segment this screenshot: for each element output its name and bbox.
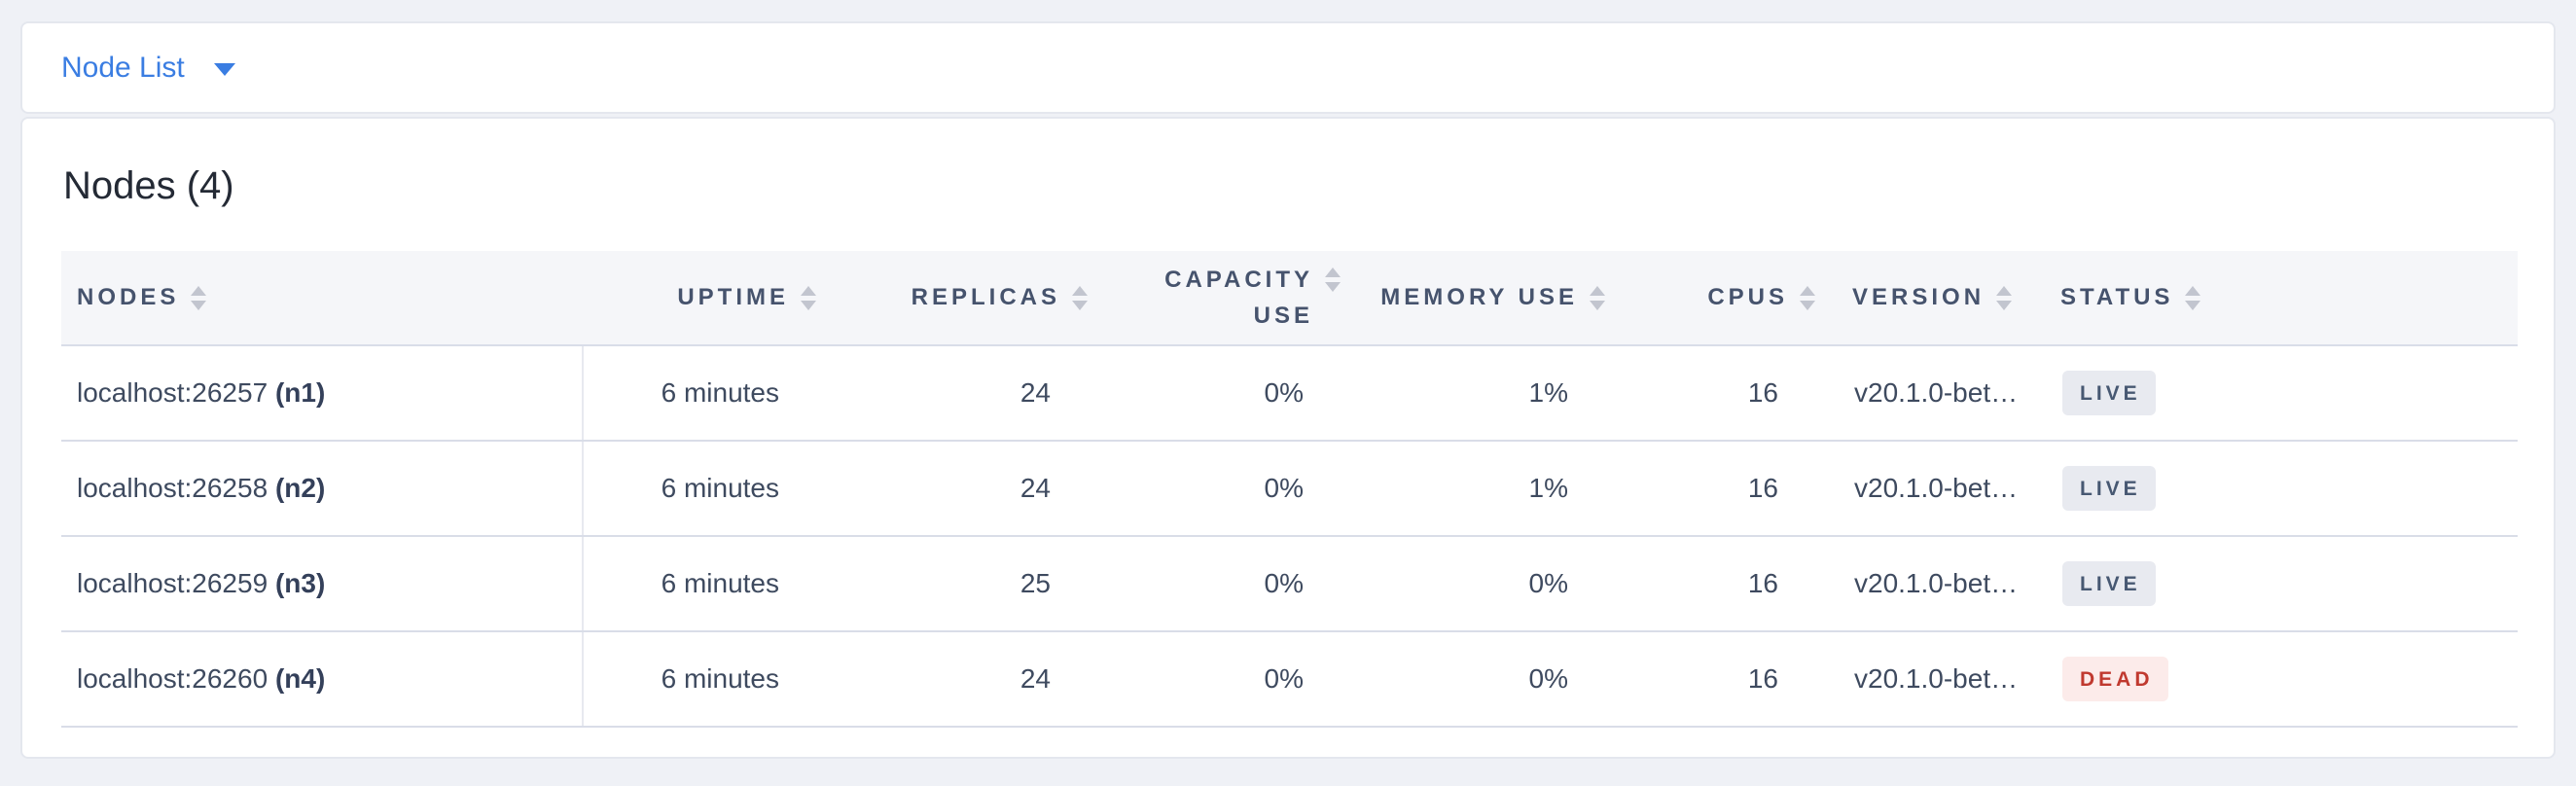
sort-icon[interactable] — [2185, 285, 2201, 310]
column-header-replicas[interactable]: REPLICAS — [822, 251, 1093, 346]
memory-use-cell: 0% — [1346, 631, 1611, 728]
table-row[interactable]: localhost:26257 (n1) 6 minutes 24 0% 1% … — [61, 345, 2518, 442]
sort-icon[interactable] — [1072, 285, 1088, 310]
node-address-cell[interactable]: localhost:26258 (n2) — [61, 441, 584, 537]
capacity-use-cell: 0% — [1093, 631, 1346, 728]
node-address-cell[interactable]: localhost:26259 (n3) — [61, 536, 584, 632]
caret-down-icon — [213, 63, 235, 76]
sort-icon[interactable] — [1996, 285, 2013, 310]
version-cell: v20.1.0-bet… — [1821, 536, 2055, 632]
status-badge: LIVE — [2062, 466, 2156, 511]
sort-icon[interactable] — [1325, 267, 1341, 292]
node-id: (n4) — [274, 663, 326, 694]
uptime-cell: 6 minutes — [583, 345, 822, 442]
node-address-cell[interactable]: localhost:26260 (n4) — [61, 631, 584, 728]
table-row[interactable]: localhost:26258 (n2) 6 minutes 24 0% 1% … — [61, 441, 2518, 537]
view-selector-bar: Node List — [20, 21, 2556, 114]
page-title: Nodes (4) — [63, 164, 234, 207]
nodes-table: NODES UPTIME REPLICAS CAPACITY USE MEMOR… — [61, 251, 2518, 728]
status-badge: DEAD — [2062, 657, 2168, 701]
memory-use-cell: 1% — [1346, 441, 1611, 537]
status-cell: LIVE — [2055, 536, 2518, 632]
capacity-use-cell: 0% — [1093, 441, 1346, 537]
replicas-cell: 25 — [822, 536, 1093, 632]
status-cell: DEAD — [2055, 631, 2518, 728]
column-header-uptime[interactable]: UPTIME — [583, 251, 822, 346]
version-cell: v20.1.0-bet… — [1821, 631, 2055, 728]
node-id: (n1) — [274, 377, 326, 408]
memory-use-cell: 1% — [1346, 345, 1611, 442]
node-list-dropdown-label: Node List — [61, 51, 185, 84]
table-row[interactable]: localhost:26260 (n4) 6 minutes 24 0% 0% … — [61, 631, 2518, 728]
sort-icon[interactable] — [1590, 285, 1605, 310]
capacity-use-cell: 0% — [1093, 536, 1346, 632]
cpus-cell: 16 — [1611, 631, 1821, 728]
uptime-cell: 6 minutes — [583, 441, 822, 537]
table-row[interactable]: localhost:26259 (n3) 6 minutes 25 0% 0% … — [61, 536, 2518, 632]
column-header-capacity-use[interactable]: CAPACITY USE — [1093, 251, 1346, 346]
sort-icon[interactable] — [191, 285, 207, 310]
uptime-cell: 6 minutes — [583, 631, 822, 728]
node-id: (n2) — [274, 473, 326, 503]
sort-icon[interactable] — [1800, 285, 1815, 310]
status-badge: LIVE — [2062, 371, 2156, 415]
version-cell: v20.1.0-bet… — [1821, 441, 2055, 537]
cpus-cell: 16 — [1611, 536, 1821, 632]
column-header-nodes[interactable]: NODES — [61, 251, 583, 346]
node-id: (n3) — [274, 568, 326, 598]
status-badge: LIVE — [2062, 561, 2156, 606]
status-cell: LIVE — [2055, 345, 2518, 442]
cpus-cell: 16 — [1611, 441, 1821, 537]
column-header-version[interactable]: VERSION — [1821, 251, 2055, 346]
column-header-status[interactable]: STATUS — [2055, 251, 2518, 346]
node-list-dropdown[interactable]: Node List — [61, 51, 235, 84]
table-header-row: NODES UPTIME REPLICAS CAPACITY USE MEMOR… — [61, 251, 2518, 346]
sort-icon[interactable] — [801, 285, 816, 310]
status-cell: LIVE — [2055, 441, 2518, 537]
replicas-cell: 24 — [822, 631, 1093, 728]
column-header-memory-use[interactable]: MEMORY USE — [1346, 251, 1611, 346]
nodes-card: Nodes (4) NODES UPTIME REPLICAS — [20, 117, 2556, 759]
version-cell: v20.1.0-bet… — [1821, 345, 2055, 442]
replicas-cell: 24 — [822, 441, 1093, 537]
cpus-cell: 16 — [1611, 345, 1821, 442]
capacity-use-cell: 0% — [1093, 345, 1346, 442]
node-address-cell[interactable]: localhost:26257 (n1) — [61, 345, 584, 442]
uptime-cell: 6 minutes — [583, 536, 822, 632]
replicas-cell: 24 — [822, 345, 1093, 442]
memory-use-cell: 0% — [1346, 536, 1611, 632]
column-header-cpus[interactable]: CPUS — [1611, 251, 1821, 346]
